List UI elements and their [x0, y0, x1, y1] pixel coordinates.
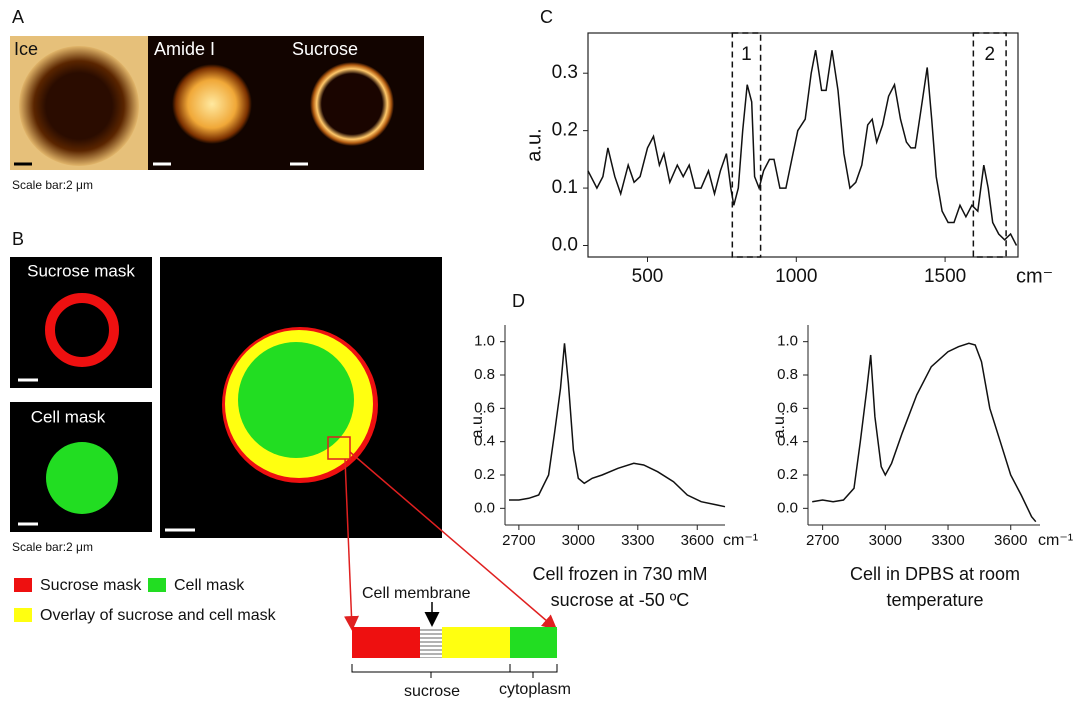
- y-axis-label: a.u.: [771, 412, 788, 439]
- y-tick-label: 0.2: [474, 466, 495, 483]
- x-tick-label: 1000: [775, 266, 817, 287]
- y-tick-label: 0.2: [777, 466, 798, 483]
- y-tick-label: 1.0: [777, 333, 798, 350]
- strip-sucrose: [352, 627, 420, 658]
- bracket-label: sucrose: [404, 683, 460, 700]
- legend-label: Cell mask: [174, 577, 245, 594]
- y-tick-label: 0.1: [552, 177, 578, 198]
- y-axis-label: a.u.: [523, 128, 545, 161]
- y-tick-label: 1.0: [474, 333, 495, 350]
- x-axis-label: cm⁻¹: [723, 532, 758, 549]
- panel-label: C: [540, 7, 553, 27]
- legend-swatch: [148, 578, 166, 592]
- sucrose-mask-ring: [45, 293, 119, 367]
- bracket: [509, 664, 558, 678]
- panel-label: B: [12, 229, 24, 249]
- cell-mask-disk: [46, 442, 118, 514]
- highlight-region: [731, 32, 762, 258]
- zoom-line: [349, 451, 558, 630]
- spectrum-line: [509, 343, 726, 508]
- y-tick-label: 0.4: [777, 433, 798, 450]
- ice-cell: [19, 46, 139, 166]
- y-tick-label: 0.6: [777, 399, 798, 416]
- x-tick-label: 3300: [621, 532, 654, 549]
- x-axis-label: cm⁻¹: [1038, 532, 1073, 549]
- y-tick-label: 0.0: [777, 499, 798, 516]
- mask-label: Cell mask: [31, 407, 106, 426]
- plot-frame: [587, 32, 1019, 258]
- chart-caption: sucrose at -50 ºC: [551, 590, 690, 610]
- spectrum-line: [812, 342, 1037, 523]
- y-tick-label: 0.0: [552, 235, 578, 256]
- y-tick-label: 0.0: [474, 499, 495, 516]
- highlight-region: [972, 32, 1007, 258]
- legend-swatch: [14, 608, 32, 622]
- x-tick-label: 2700: [806, 532, 839, 549]
- chart-caption: Cell frozen in 730 mM: [532, 564, 707, 584]
- strip-cytoplasm: [510, 627, 557, 658]
- y-tick-label: 0.2: [552, 120, 578, 141]
- legend-label: Sucrose mask: [40, 577, 142, 594]
- zoom-line: [344, 458, 359, 631]
- bracket-label: cytoplasm: [499, 681, 571, 698]
- x-tick-label: 3600: [994, 532, 1027, 549]
- y-tick-label: 0.8: [777, 366, 798, 383]
- y-axis-label: a.u.: [469, 412, 486, 439]
- x-tick-label: 3300: [931, 532, 964, 549]
- panel-label: D: [512, 291, 525, 311]
- overlay-green: [238, 342, 354, 458]
- strip-membrane: [420, 627, 442, 658]
- x-tick-label: 2700: [502, 532, 535, 549]
- chart-caption: Cell in DPBS at room: [850, 564, 1020, 584]
- spectrum-line: [587, 50, 1018, 246]
- x-tick-label: 500: [632, 266, 664, 287]
- image-label: Ice: [14, 39, 38, 59]
- sucrose-ring: [310, 62, 394, 146]
- zoom-box: [327, 436, 351, 460]
- amide-cell: [172, 64, 252, 144]
- bracket: [351, 664, 511, 678]
- x-axis-label: cm⁻: [1016, 265, 1053, 287]
- x-tick-label: 3000: [869, 532, 902, 549]
- y-tick-label: 0.8: [474, 366, 495, 383]
- y-tick-label: 0.4: [474, 433, 495, 450]
- scale-note: Scale bar:2 μm: [12, 540, 93, 554]
- legend-label: Overlay of sucrose and cell mask: [40, 607, 277, 624]
- panel-label: A: [12, 7, 24, 27]
- x-tick-label: 3600: [681, 532, 714, 549]
- image-label: Sucrose: [292, 39, 358, 59]
- image-label: Amide I: [154, 39, 215, 59]
- chart-caption: temperature: [886, 590, 983, 610]
- mask-label: Sucrose mask: [27, 261, 135, 280]
- region-label: 2: [984, 44, 995, 65]
- x-tick-label: 3000: [562, 532, 595, 549]
- membrane-label: Cell membrane: [362, 585, 471, 602]
- x-tick-label: 1500: [924, 266, 966, 287]
- legend-swatch: [14, 578, 32, 592]
- strip-overlay: [442, 627, 510, 658]
- region-label: 1: [741, 44, 752, 65]
- y-tick-label: 0.3: [552, 62, 578, 83]
- scale-note: Scale bar:2 μm: [12, 178, 93, 192]
- y-tick-label: 0.6: [474, 399, 495, 416]
